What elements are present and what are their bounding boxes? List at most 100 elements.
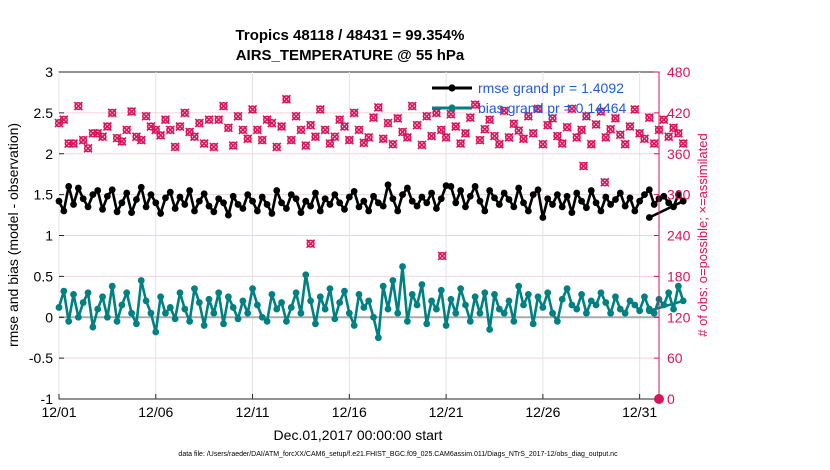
rmse-data-point [55, 197, 63, 205]
obs-count-marker [107, 108, 117, 118]
obs-count-marker [175, 121, 185, 132]
obs-possible-circle [398, 127, 407, 137]
obs-assimilated-x [238, 125, 248, 135]
bias-data-point [645, 307, 653, 315]
obs-assimilated-x [267, 118, 277, 128]
obs-count-marker [378, 134, 388, 144]
rmse-data-point [370, 192, 377, 200]
obs-count-marker [277, 121, 287, 132]
bias-data-point [331, 315, 339, 323]
bias-data-point [471, 293, 479, 301]
obs-count-marker [639, 134, 650, 144]
bias-data-point [674, 282, 682, 290]
obs-assimilated-x [97, 132, 108, 142]
obs-possible-circle [301, 141, 310, 150]
obs-possible-circle [287, 136, 296, 145]
obs-assimilated-x [141, 111, 151, 121]
obs-possible-circle [679, 139, 688, 148]
obs-assimilated-x [678, 138, 688, 149]
obs-count-marker [373, 102, 383, 112]
obs-count-marker [499, 106, 509, 116]
obs-possible-circle [601, 133, 610, 142]
obs-count-marker [296, 125, 306, 135]
obs-possible-circle [238, 125, 247, 135]
bias-data-point [108, 282, 116, 290]
obs-count-marker [306, 239, 316, 249]
bias-data-point [89, 323, 97, 331]
obs-possible-circle [272, 142, 281, 152]
bias-data-point [326, 285, 334, 293]
obs-possible-circle [524, 112, 533, 121]
obs-assimilated-x [417, 140, 427, 150]
obs-assimilated-x [281, 94, 291, 104]
bias-data-point [171, 315, 179, 323]
rmse-data-point [137, 183, 145, 191]
rmse-data-point [607, 201, 615, 208]
obs-possible-circle [587, 140, 596, 149]
obs-assimilated-x [601, 132, 611, 142]
bias-data-point [524, 290, 532, 298]
obs-possible-circle [137, 136, 146, 145]
obs-assimilated-x [514, 126, 524, 136]
obs-assimilated-x [543, 120, 553, 130]
obs-count-marker [315, 104, 325, 115]
obs-possible-circle [480, 125, 489, 134]
rmse-data-point [597, 207, 605, 215]
obs-assimilated-x [272, 142, 282, 152]
obs-count-marker [78, 135, 88, 145]
obs-assimilated-x [170, 142, 180, 152]
obs-possible-circle [650, 139, 659, 148]
obs-assimilated-x [194, 118, 204, 128]
obs-possible-circle [669, 123, 678, 132]
obs-count-marker [301, 141, 311, 151]
rmse-data-point [341, 205, 348, 213]
bias-data-point [616, 305, 624, 313]
rmse-data-point [205, 202, 213, 210]
bias-data-point [297, 309, 305, 317]
obs-assimilated-x [446, 109, 456, 119]
rmse-data-point [539, 214, 547, 221]
bias-data-point [60, 287, 68, 295]
rmse-data-point [186, 187, 194, 194]
rmse-data-point [389, 195, 397, 203]
obs-possible-circle [127, 107, 136, 116]
obs-count-marker [402, 132, 412, 142]
obs-assimilated-x [373, 102, 383, 112]
obs-count-marker [306, 120, 316, 130]
y-tick-label: -1 [41, 391, 54, 407]
obs-count-marker [460, 128, 471, 138]
obs-assimilated-x [233, 111, 243, 121]
obs-possible-circle [161, 115, 170, 124]
rmse-data-point [418, 193, 426, 201]
obs-count-marker [223, 123, 233, 133]
obs-assimilated-x [59, 115, 69, 125]
y2-tick-label: 300 [667, 187, 691, 203]
obs-assimilated-x [175, 121, 185, 132]
obs-assimilated-x [180, 108, 190, 118]
obs-assimilated-x [577, 125, 587, 135]
legend: rmse grand pr = 1.4092 bias grand pr = 0… [432, 80, 626, 116]
bias-data-point [191, 285, 198, 293]
obs-assimilated-x [422, 111, 432, 121]
rmse-data-point [316, 207, 324, 215]
obs-assimilated-x [673, 128, 683, 138]
bias-data-point [292, 289, 300, 297]
bias-data-point [128, 309, 135, 317]
bias-data-point [520, 301, 527, 309]
x-axis-label: Dec.01,2017 00:00:00 start [274, 427, 443, 443]
obs-count-marker [170, 142, 180, 152]
rmse-data-point [118, 199, 126, 207]
obs-possible-circle [248, 105, 257, 114]
rmse-data-point [273, 187, 281, 194]
bias-data-point [162, 309, 169, 317]
bias-data-point [592, 301, 600, 309]
obs-assimilated-x [431, 108, 441, 118]
chart-title: Tropics 48118 / 48431 = 99.354% [236, 27, 465, 44]
bias-data-point [341, 287, 348, 295]
obs-possible-circle [325, 139, 335, 148]
rmse-data-point [394, 207, 402, 215]
y-tick-label: 3 [45, 64, 53, 80]
obs-possible-circle [267, 118, 277, 128]
rmse-data-point [292, 195, 300, 203]
obs-possible-circle [621, 140, 630, 149]
